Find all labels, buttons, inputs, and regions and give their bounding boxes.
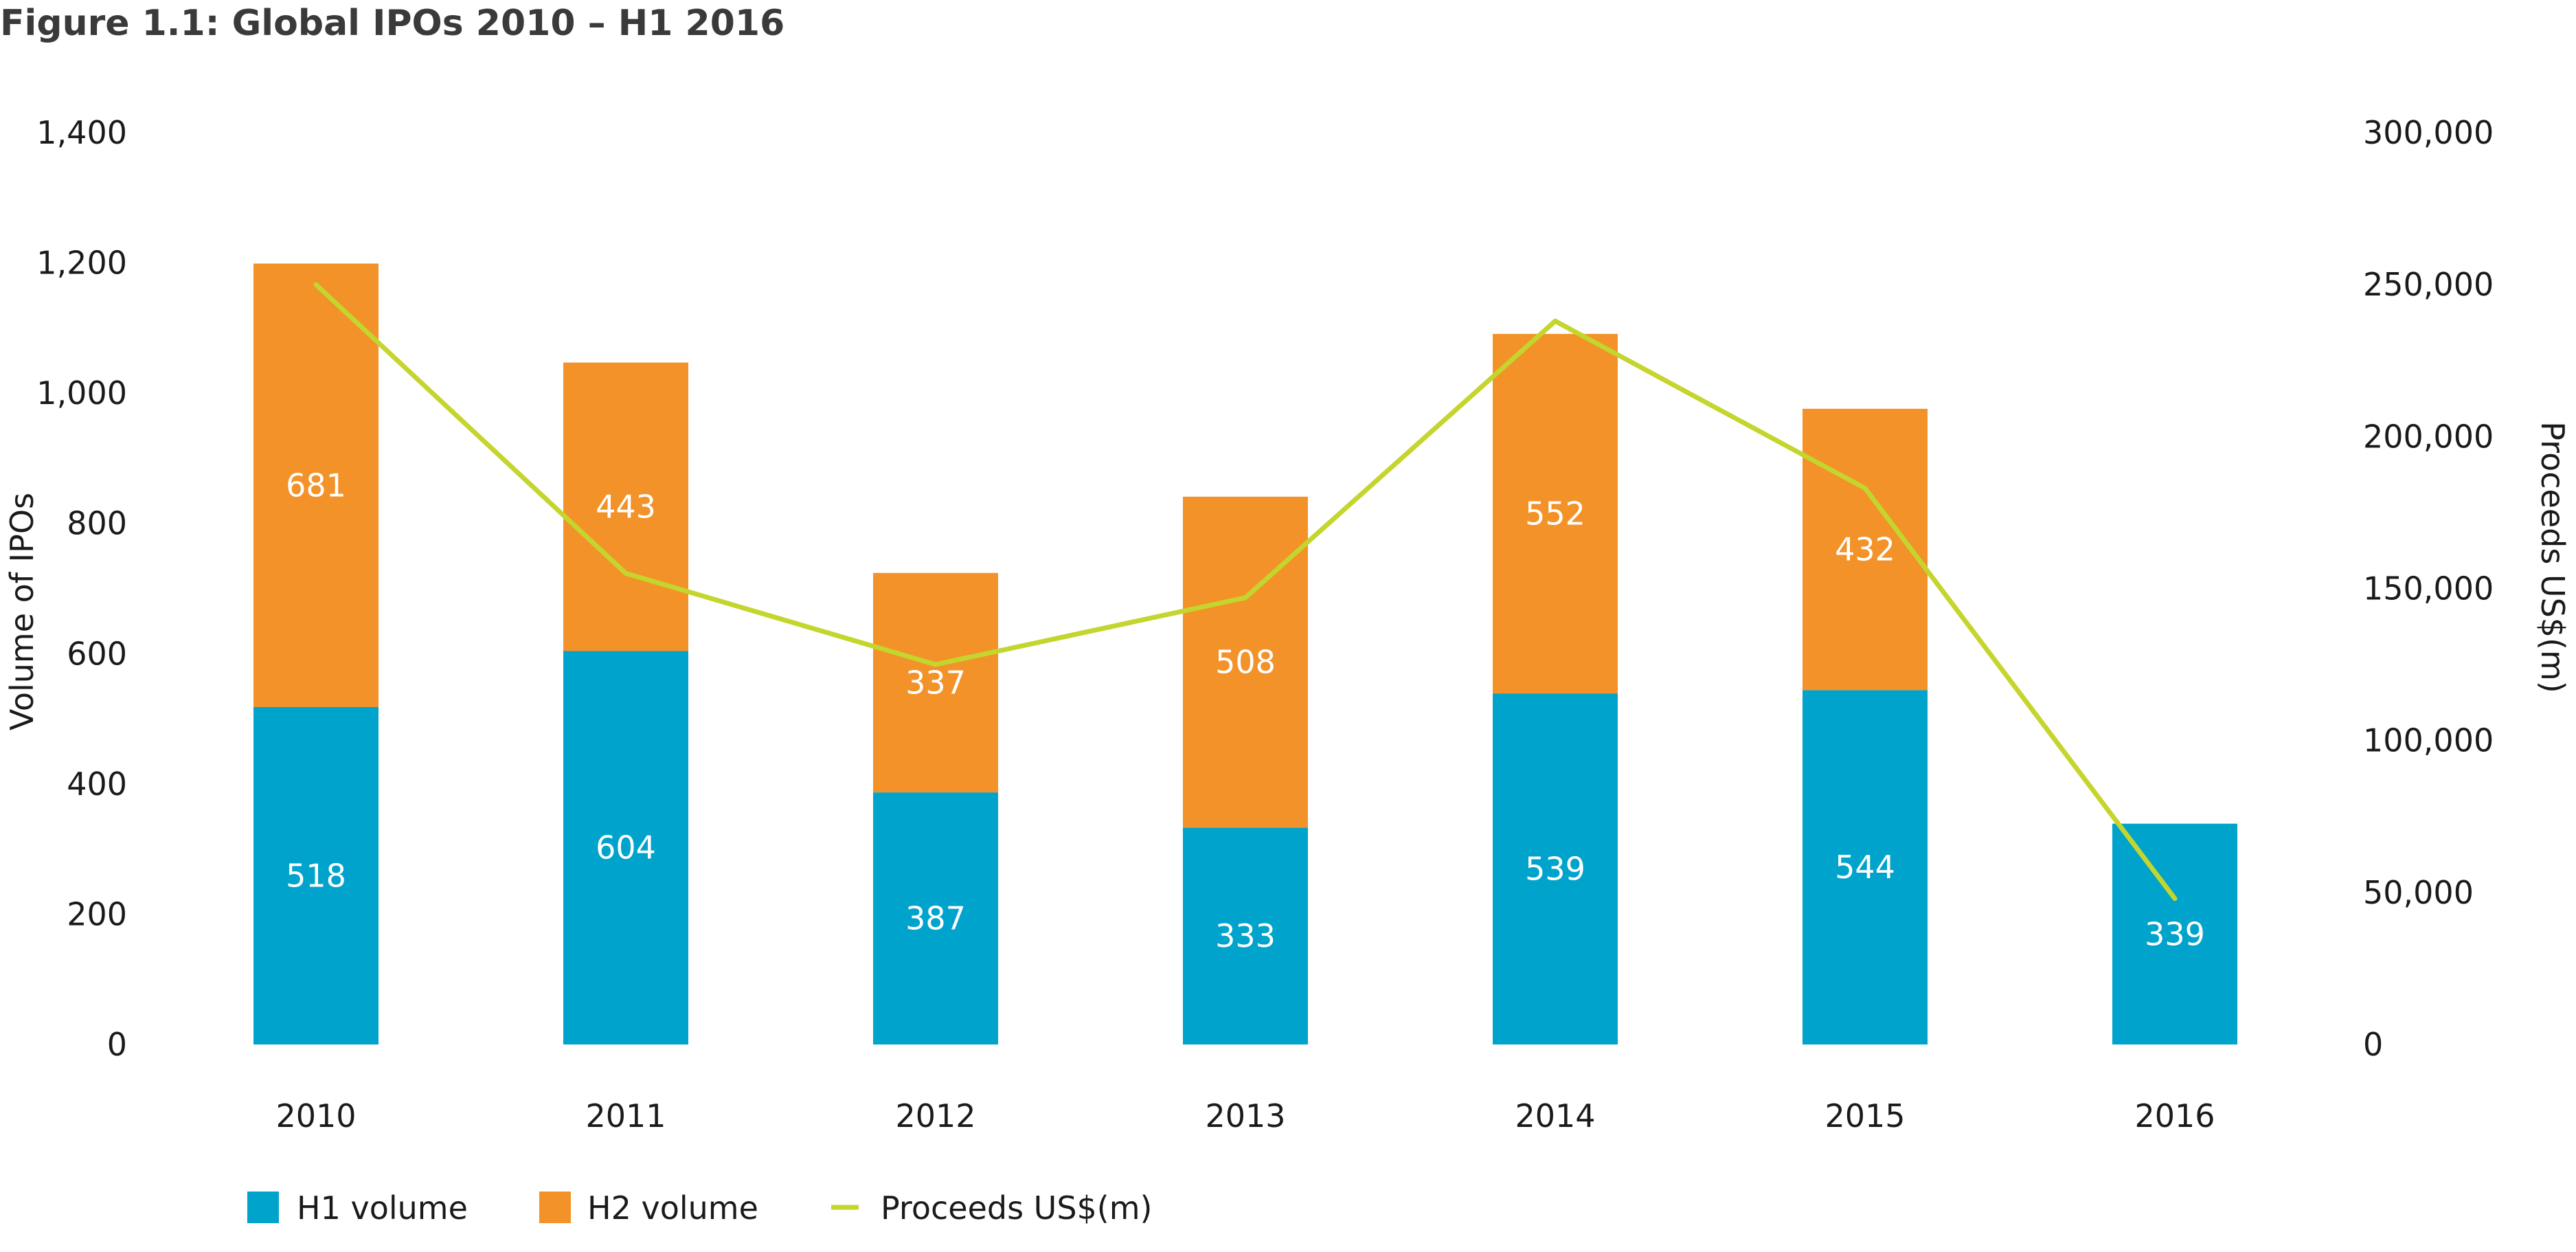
- left-tick-label: 1,400: [36, 114, 127, 151]
- h1-volume-bar: [1183, 827, 1308, 1044]
- h2-volume-bar: [1803, 408, 1928, 691]
- left-tick-label: 400: [67, 765, 127, 803]
- legend-h2-label: H2 volume: [587, 1189, 758, 1227]
- h1-volume-label: 518: [286, 858, 346, 895]
- h2-volume-bar: [563, 362, 688, 651]
- left-tick-label: 600: [67, 635, 127, 672]
- right-tick-label: 0: [2363, 1026, 2383, 1063]
- h1-volume-bar: [1803, 690, 1928, 1044]
- h1-volume-bar: [1493, 693, 1618, 1044]
- h2-volume-label: 508: [1215, 644, 1276, 681]
- legend-h1-swatch: [247, 1192, 279, 1223]
- proceeds-point: [625, 572, 626, 574]
- proceeds-point: [1864, 487, 1866, 489]
- proceeds-point: [315, 284, 317, 286]
- legend-h1-label: H1 volume: [297, 1189, 468, 1227]
- left-tick-label: 1,000: [36, 375, 127, 412]
- h1-volume-label: 339: [2145, 915, 2205, 952]
- right-tick-label: 200,000: [2363, 418, 2494, 455]
- h2-volume-bar: [1183, 496, 1308, 828]
- left-tick-label: 200: [67, 895, 127, 932]
- x-tick-label: 2013: [1205, 1097, 1285, 1134]
- figure-title: Figure 1.1: Global IPOs 2010 – H1 2016: [0, 3, 785, 44]
- h2-volume-label: 432: [1835, 531, 1895, 568]
- h1-volume-label: 539: [1525, 851, 1585, 888]
- left-axis-title: Volume of IPOs: [3, 493, 41, 730]
- h1-volume-label: 544: [1835, 849, 1895, 886]
- h1-volume-bar: [2112, 823, 2237, 1044]
- h1-volume-bar: [253, 707, 379, 1044]
- right-axis-title: Proceeds US$(m): [2534, 421, 2571, 693]
- h2-volume-bar: [253, 263, 379, 708]
- proceeds-line-group: [313, 282, 2178, 902]
- x-tick-label: 2015: [1824, 1097, 1905, 1134]
- proceeds-point: [2174, 897, 2176, 899]
- proceeds-point: [935, 664, 936, 666]
- h1-volume-label: 604: [596, 829, 656, 867]
- right-axis-ticks: 0 50,000 100,000 150,000 200,000 250,000 300,0…: [2363, 114, 2494, 1063]
- h1-volume-bar: [873, 792, 998, 1044]
- right-tick-label: 300,000: [2363, 114, 2494, 151]
- h2-volume-label: 443: [596, 489, 656, 526]
- right-tick-label: 250,000: [2363, 266, 2494, 303]
- h2-volume-label: 337: [905, 664, 966, 701]
- h2-volume-label: 552: [1525, 495, 1585, 532]
- right-tick-label: 100,000: [2363, 722, 2494, 759]
- bars-group: [253, 263, 2237, 1044]
- bar-labels-group: 518 681 604 443 387 337 333 508 539 552 544 432 339: [286, 467, 2205, 954]
- legend-proceeds-label: Proceeds US$(m): [881, 1189, 1153, 1227]
- left-tick-label: 1,200: [36, 245, 127, 282]
- right-tick-label: 50,000: [2363, 874, 2474, 911]
- h2-volume-bar: [1493, 333, 1618, 694]
- h2-volume-bar: [873, 572, 998, 793]
- proceeds-point: [1245, 596, 1246, 599]
- proceeds-point: [1555, 320, 1556, 322]
- h1-volume-label: 387: [905, 900, 966, 937]
- left-axis-ticks: 0 200 400 600 800 1,000 1,200 1,400: [36, 114, 127, 1063]
- h2-volume-label: 681: [286, 467, 346, 504]
- left-tick-label: 800: [67, 505, 127, 542]
- left-tick-label: 0: [107, 1026, 127, 1063]
- x-tick-label: 2010: [275, 1097, 356, 1134]
- legend-h2-swatch: [539, 1192, 571, 1223]
- h1-volume-label: 333: [1215, 917, 1276, 954]
- x-tick-label: 2014: [1515, 1097, 1595, 1134]
- h1-volume-bar: [563, 651, 688, 1044]
- x-tick-label: 2016: [2134, 1097, 2215, 1134]
- x-tick-label: 2012: [895, 1097, 975, 1134]
- x-axis-ticks: 2010 2011 2012 2013 2014 2015 2016: [275, 1097, 2215, 1134]
- legend: H1 volume H2 volume Proceeds US$(m): [247, 1189, 1153, 1227]
- x-tick-label: 2011: [585, 1097, 666, 1134]
- right-tick-label: 150,000: [2363, 570, 2494, 607]
